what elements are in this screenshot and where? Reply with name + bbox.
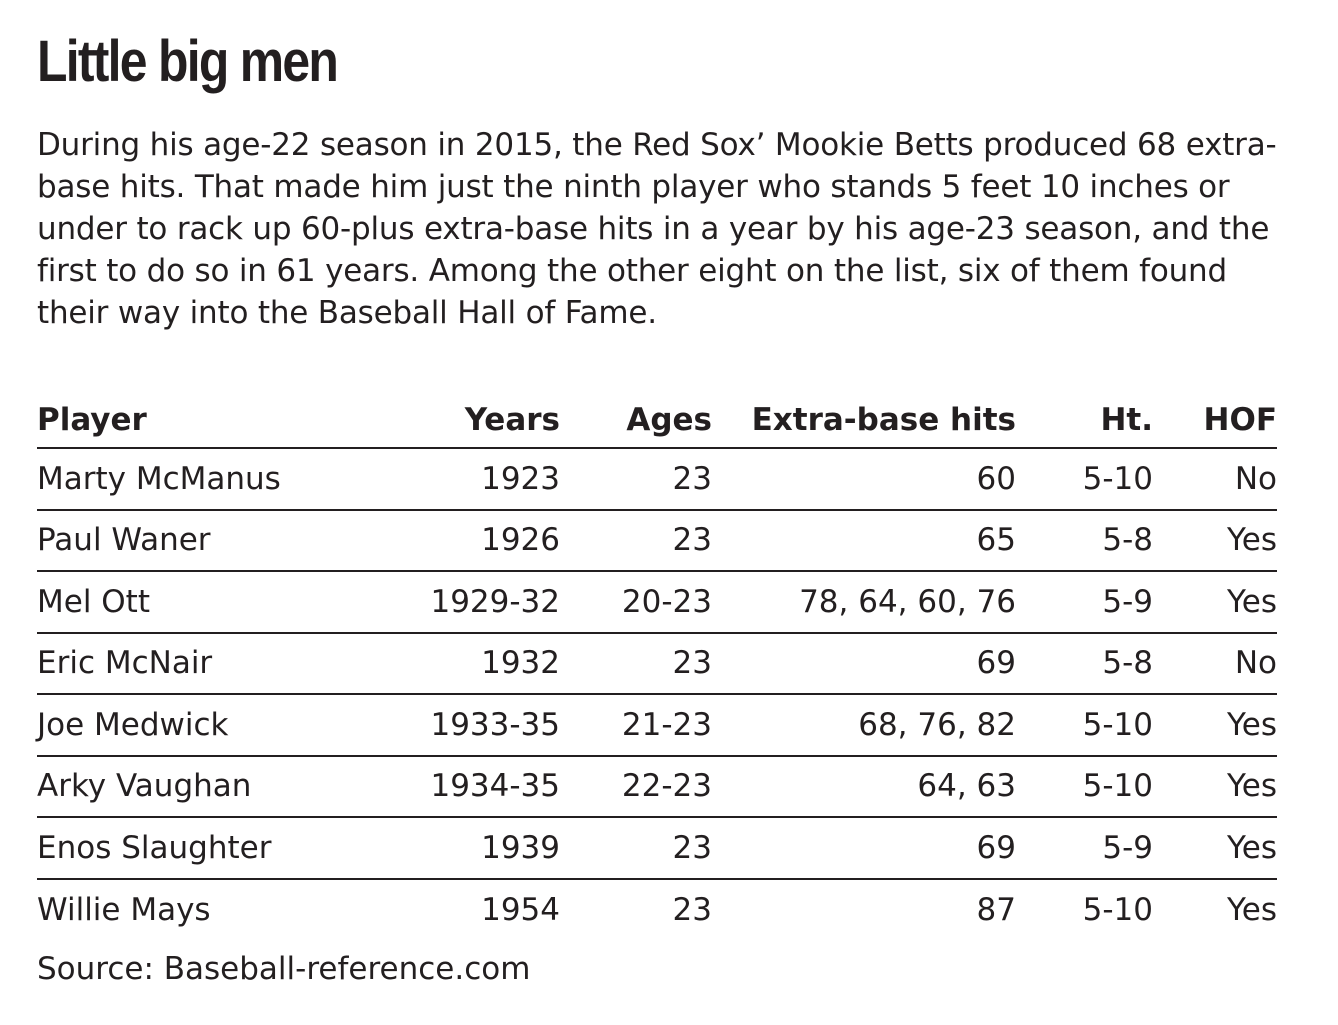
table-row: Marty McManus 1923 23 60 5-10 No — [37, 449, 1277, 511]
cell-hof: Yes — [1226, 829, 1277, 866]
cell-ages: 23 — [672, 645, 712, 682]
table-row: Enos Slaughter 1939 23 69 5-9 Yes — [37, 818, 1277, 880]
intro-text: During his age-22 season in 2015, the Re… — [37, 127, 1277, 331]
cell-ages: 23 — [672, 892, 712, 929]
cell-extra-base-hits: 65 — [976, 522, 1016, 559]
cell-height: 5-8 — [1102, 645, 1153, 682]
cell-extra-base-hits: 60 — [976, 460, 1016, 497]
cell-hof: No — [1234, 460, 1277, 497]
cell-hof: Yes — [1226, 583, 1277, 620]
cell-years: 1923 — [481, 460, 560, 497]
table-row: Willie Mays 1954 23 87 5-10 Yes — [37, 880, 1277, 942]
table-row: Joe Medwick 1933-35 21-23 68, 76, 82 5-10 Yes — [37, 695, 1277, 757]
column-header-player: Player — [37, 401, 147, 438]
column-header-years: Years — [464, 401, 560, 438]
cell-ages: 23 — [672, 829, 712, 866]
table-row: Mel Ott 1929-32 20-23 78, 64, 60, 76 5-9 Yes — [37, 572, 1277, 634]
table-row: Eric McNair 1932 23 69 5-8 No — [37, 634, 1277, 695]
cell-extra-base-hits: 87 — [976, 892, 1016, 929]
cell-hof: No — [1234, 645, 1277, 682]
cell-hof: Yes — [1226, 768, 1277, 805]
table-row: Paul Waner 1926 23 65 5-8 Yes — [37, 511, 1277, 572]
cell-player: Eric McNair — [37, 645, 213, 682]
cell-hof: Yes — [1226, 892, 1277, 929]
chart-title: Little big men — [37, 29, 339, 94]
cell-height: 5-10 — [1082, 706, 1153, 743]
cell-years: 1954 — [481, 892, 560, 929]
cell-height: 5-9 — [1102, 829, 1153, 866]
column-header-ages: Ages — [626, 401, 712, 438]
cell-height: 5-9 — [1102, 583, 1153, 620]
column-header-height: Ht. — [1100, 401, 1153, 438]
cell-player: Willie Mays — [37, 892, 211, 929]
table-row: Arky Vaughan 1934-35 22-23 64, 63 5-10 Yes — [37, 757, 1277, 818]
cell-years: 1934-35 — [430, 768, 560, 805]
cell-hof: Yes — [1226, 706, 1277, 743]
column-header-extra-base-hits: Extra-base hits — [751, 401, 1016, 438]
cell-ages: 22-23 — [621, 768, 712, 805]
cell-player: Mel Ott — [37, 583, 150, 620]
cell-years: 1929-32 — [430, 583, 560, 620]
cell-player: Marty McManus — [37, 460, 281, 497]
cell-player: Paul Waner — [37, 522, 211, 559]
cell-height: 5-10 — [1082, 460, 1153, 497]
cell-extra-base-hits: 68, 76, 82 — [858, 706, 1016, 743]
cell-extra-base-hits: 78, 64, 60, 76 — [799, 583, 1016, 620]
table-header-row: Player Years Ages Extra-base hits Ht. HO… — [37, 392, 1277, 449]
cell-years: 1926 — [481, 522, 560, 559]
column-header-hof: HOF — [1203, 401, 1277, 438]
cell-player: Joe Medwick — [37, 706, 229, 743]
cell-player: Arky Vaughan — [37, 768, 252, 805]
cell-ages: 23 — [672, 522, 712, 559]
cell-years: 1933-35 — [430, 706, 560, 743]
cell-extra-base-hits: 64, 63 — [917, 768, 1016, 805]
cell-height: 5-10 — [1082, 892, 1153, 929]
cell-years: 1932 — [481, 645, 560, 682]
cell-player: Enos Slaughter — [37, 829, 272, 866]
cell-height: 5-8 — [1102, 522, 1153, 559]
table-body: Marty McManus 1923 23 60 5-10 No Paul Waner 192… — [37, 449, 1277, 941]
cell-extra-base-hits: 69 — [976, 645, 1016, 682]
cell-years: 1939 — [481, 829, 560, 866]
cell-ages: 21-23 — [621, 706, 712, 743]
cell-hof: Yes — [1226, 522, 1277, 559]
cell-ages: 20-23 — [621, 583, 712, 620]
source-note: Source: Baseball-reference.com — [37, 951, 531, 987]
cell-height: 5-10 — [1082, 768, 1153, 805]
cell-ages: 23 — [672, 460, 712, 497]
data-table: Player Years Ages Extra-base hits Ht. HO… — [37, 392, 1277, 941]
cell-extra-base-hits: 69 — [976, 829, 1016, 866]
